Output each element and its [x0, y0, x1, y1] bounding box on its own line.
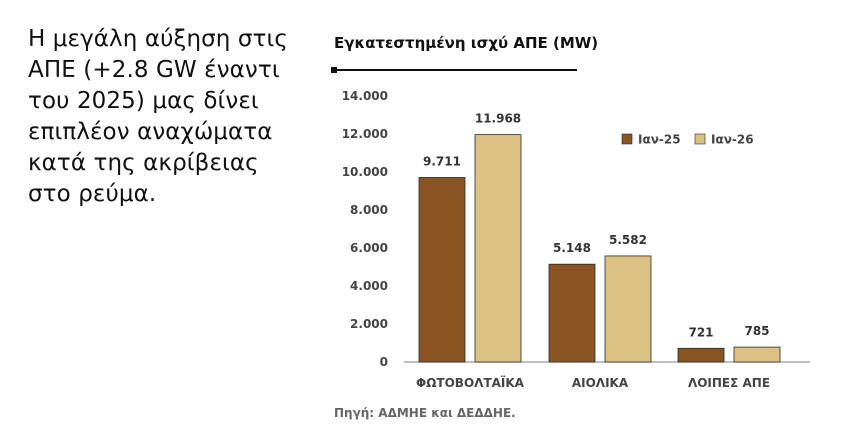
title-underline — [334, 69, 577, 71]
data-label: 5.148 — [553, 241, 591, 255]
data-label: 11.968 — [475, 112, 521, 126]
legend-label: Ιαν-25 — [638, 133, 681, 147]
legend-label: Ιαν-26 — [711, 133, 754, 147]
data-label: 785 — [744, 324, 769, 338]
y-tick-label: 6.000 — [350, 241, 388, 255]
y-tick-label: 0 — [380, 355, 388, 369]
y-tick-label: 14.000 — [342, 89, 388, 103]
bar-jan25 — [418, 177, 466, 363]
legend-swatch — [621, 133, 633, 145]
bar-jan25 — [677, 347, 725, 363]
source-note: Πηγή: ΑΔΜΗΕ και ΔΕΔΔΗΕ. — [334, 406, 516, 420]
data-label: 5.582 — [609, 233, 647, 247]
bar-jan26 — [733, 346, 781, 363]
x-tick-label: ΦΩΤΟΒΟΛΤΑΪΚΑ — [416, 375, 525, 390]
y-tick-label: 4.000 — [350, 279, 388, 293]
x-tick-label: ΑΙΟΛΙΚΑ — [572, 376, 629, 390]
y-tick-label: 8.000 — [350, 203, 388, 217]
title-underline-marker — [331, 67, 337, 73]
legend-swatch — [694, 133, 706, 145]
y-tick-label: 10.000 — [342, 165, 388, 179]
bar-jan25 — [548, 263, 596, 363]
y-tick-label: 12.000 — [342, 127, 388, 141]
bar-jan26 — [604, 255, 652, 363]
y-tick-label: 2.000 — [350, 317, 388, 331]
headline: Η μεγάλη αύξηση στις ΑΠΕ (+2.8 GW έναντι… — [28, 26, 288, 207]
chart-title: Εγκατεστημένη ισχύ ΑΠΕ (MW) — [334, 34, 599, 52]
x-tick-label: ΛΟΙΠΕΣ ΑΠΕ — [688, 376, 770, 390]
data-label: 9.711 — [423, 154, 461, 168]
bar-jan26 — [474, 134, 522, 363]
data-label: 721 — [688, 325, 713, 339]
